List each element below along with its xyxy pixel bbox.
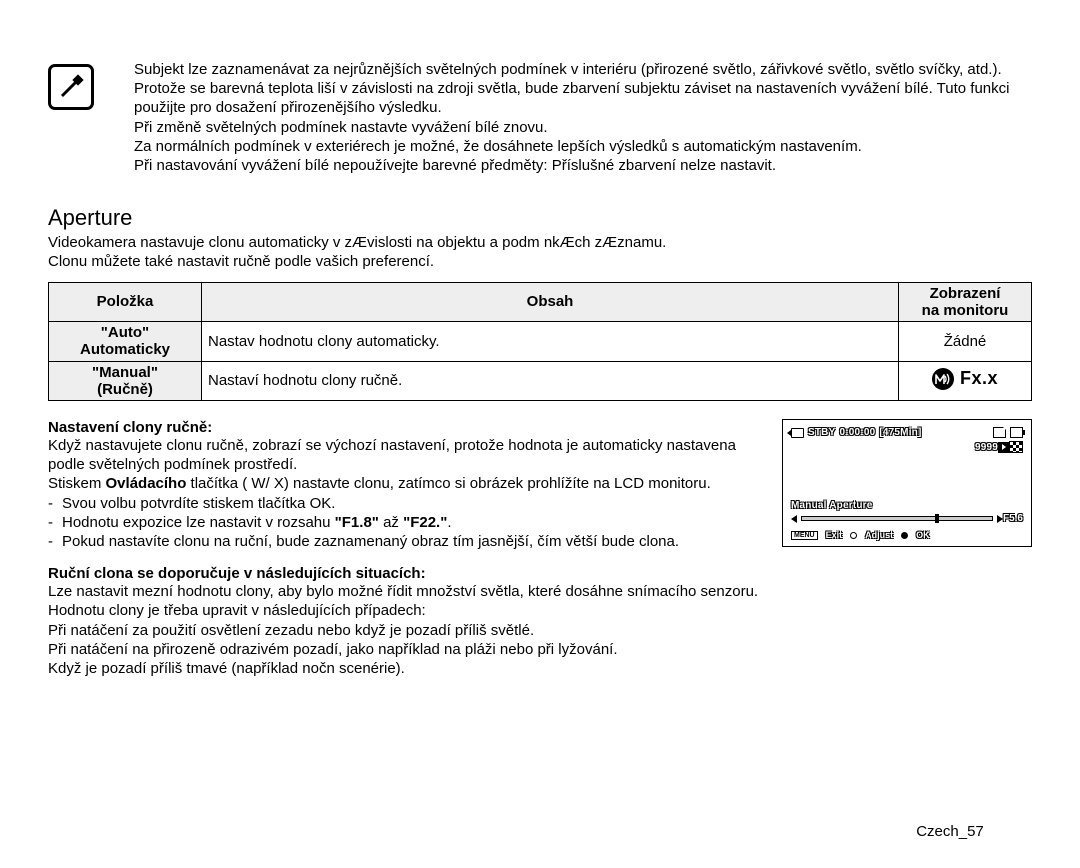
- list-item: Při natáčení za použití osvětlení zezadu…: [48, 621, 1032, 640]
- table-row: "Auto"Automaticky Nastav hodnotu clony a…: [49, 322, 1032, 362]
- manual-step: Stiskem Ovládacího tlačítka ( W/ X) nast…: [48, 474, 762, 493]
- camera-icon: [791, 428, 804, 438]
- dot-icon: [901, 532, 908, 539]
- list-item: Hodnotu expozice lze nastavit v rozsahu …: [48, 513, 762, 532]
- table-cell: Nastav hodnotu clony automaticky.: [202, 322, 899, 362]
- manual-aperture-section: Nastavení clony ručně: Když nastavujete …: [48, 409, 762, 551]
- table-header: Obsah: [202, 282, 899, 322]
- lcd-exit: Exit: [826, 530, 843, 540]
- info-note-block: Subjekt lze zaznamenávat za nejrůznějšíc…: [48, 60, 1032, 175]
- lcd-stby: STBY: [808, 427, 835, 438]
- lcd-adjust: Adjust: [865, 530, 893, 540]
- info-line: Subjekt lze zaznamenávat za nejrůznějšíc…: [134, 60, 1032, 118]
- manual-desc: Když nastavujete clonu ručně, zobrazí se…: [48, 436, 762, 474]
- lcd-count: 9999: [975, 442, 998, 453]
- lcd-fvalue: F5.6: [1003, 513, 1023, 524]
- menu-icon: MENU: [791, 531, 818, 540]
- lcd-bottom-bar: MENU Exit Adjust OK: [791, 528, 1023, 540]
- aperture-table: Položka Obsah Zobrazenína monitoru "Auto…: [48, 282, 1032, 402]
- dot-icon: [850, 532, 857, 539]
- table-row-head: "Auto"Automaticky: [49, 322, 202, 362]
- lcd-slider: F5.6: [791, 513, 1023, 524]
- play-icon: [998, 442, 1009, 453]
- list-item: Když je pozadí příliš tmavé (například n…: [48, 659, 1032, 678]
- situations-heading: Ruční clona se doporučuje v následujícíc…: [48, 565, 1032, 582]
- aperture-heading: Aperture: [48, 205, 1032, 231]
- situations-text: Lze nastavit mezní hodnotu clony, aby by…: [48, 582, 1032, 601]
- table-header: Položka: [49, 282, 202, 322]
- lcd-ok: OK: [916, 530, 930, 540]
- list-item: Pokud nastavíte clonu na ruční, bude zaz…: [48, 532, 762, 551]
- lcd-time: 0:00:00: [839, 427, 875, 438]
- page-footer: Czech_57: [0, 823, 1080, 840]
- note-icon: [48, 64, 94, 110]
- battery-icon: [1010, 427, 1023, 438]
- table-cell: Žádné: [899, 322, 1032, 362]
- table-header: Zobrazenína monitoru: [899, 282, 1032, 322]
- list-item: Svou volbu potvrdíte stiskem tlačítka OK…: [48, 494, 762, 513]
- lcd-remain: [475Min]: [879, 427, 921, 438]
- aperture-intro: Clonu můžete také nastavit ručně podle v…: [48, 252, 1032, 271]
- info-line: Při změně světelných podmínek nastavte v…: [134, 118, 1032, 137]
- lcd-mode-label: Manual Aperture: [791, 500, 1023, 511]
- lcd-preview: STBY 0:00:00 [475Min] 9999 Manual Apertu…: [782, 419, 1032, 547]
- sd-card-icon: [993, 427, 1006, 438]
- slider-track: [801, 516, 993, 521]
- manual-sublist: Svou volbu potvrdíte stiskem tlačítka OK…: [48, 494, 762, 552]
- situations-text: Hodnotu clony je třeba upravit v následu…: [48, 601, 1032, 620]
- manual-mode-icon: [932, 368, 954, 390]
- list-item: Při natáčení na přirozeně odrazivém poza…: [48, 640, 1032, 659]
- table-cell: Fx.x: [899, 361, 1032, 401]
- aperture-value-placeholder: Fx.x: [960, 368, 998, 389]
- table-row: "Manual"(Ručně) Nastaví hodnotu clony ru…: [49, 361, 1032, 401]
- info-line: Při nastavování vyvážení bílé nepoužívej…: [134, 156, 1032, 175]
- aperture-intro: Videokamera nastavuje clonu automaticky …: [48, 233, 1032, 252]
- triangle-left-icon: [791, 515, 797, 523]
- table-cell: Nastaví hodnotu clony ručně.: [202, 361, 899, 401]
- slider-thumb: [935, 514, 939, 523]
- page-number: Czech_57: [916, 823, 984, 840]
- info-line: Za normálních podmínek v exteriérech je …: [134, 137, 1032, 156]
- manual-page: Subjekt lze zaznamenávat za nejrůznějšíc…: [0, 0, 1080, 868]
- info-note-text: Subjekt lze zaznamenávat za nejrůznějšíc…: [134, 60, 1032, 175]
- manual-subhead: Nastavení clony ručně:: [48, 419, 762, 436]
- table-row-head: "Manual"(Ručně): [49, 361, 202, 401]
- checker-icon: [1009, 441, 1023, 453]
